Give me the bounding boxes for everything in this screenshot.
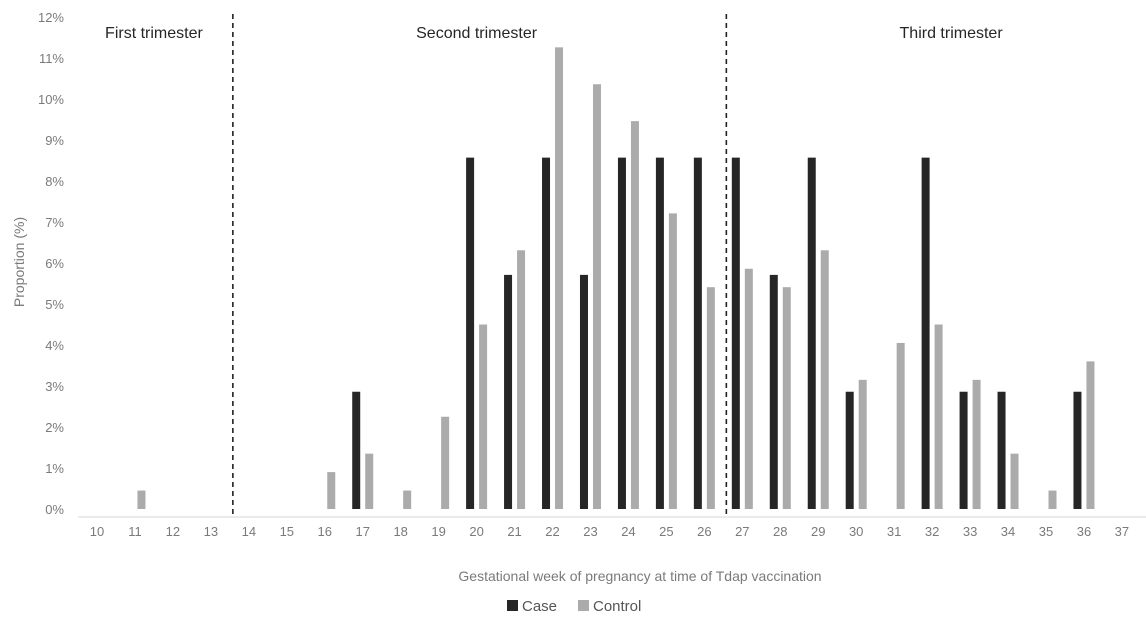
bar-case-week-22 [542,157,551,509]
x-tick-label: 15 [280,524,294,539]
legend-swatch-case [507,600,518,611]
trimester-labels: First trimester Second trimester Third tri… [105,25,1003,42]
bar-control-week-25 [668,213,677,509]
y-tick-label: 11% [39,51,64,66]
bar-case-week-24 [617,157,626,509]
bar-control-week-30 [858,379,867,509]
trimester-dividers [232,14,728,515]
x-tick-label: 10 [90,524,104,539]
x-tick-label: 16 [318,524,332,539]
bar-control-week-21 [517,250,526,510]
bar-case-week-32 [921,157,930,509]
x-tick-label: 22 [545,524,559,539]
y-tick-label: 5% [45,297,64,312]
x-tick-label: 34 [1001,524,1015,539]
y-axis-title: Proportion (%) [11,217,27,307]
x-tick-label: 25 [659,524,673,539]
bar-case-week-34 [997,391,1006,509]
y-tick-label: 0% [45,502,64,517]
bar-control-week-31 [896,342,905,509]
bars [137,47,1095,510]
x-tick-label: 17 [355,524,369,539]
y-tick-label: 4% [45,338,64,353]
x-tick-label: 37 [1115,524,1129,539]
bar-case-week-30 [845,391,854,509]
y-tick-label: 10% [38,92,64,107]
bar-control-week-24 [630,121,639,509]
y-tick-label: 3% [45,379,64,394]
y-tick-label: 2% [45,420,64,435]
bar-control-week-34 [1010,453,1019,509]
bar-control-week-26 [706,287,715,509]
legend-label-case: Case [522,598,557,615]
bar-control-week-29 [820,250,829,510]
x-tick-label: 29 [811,524,825,539]
bar-control-week-23 [592,84,601,510]
x-tick-label: 20 [469,524,483,539]
trimester-label: Third trimester [900,25,1004,42]
trimester-label: Second trimester [416,25,538,42]
x-tick-label: 12 [166,524,180,539]
bar-control-week-18 [403,490,412,509]
legend-swatch-control [578,600,589,611]
trimester-label: First trimester [105,25,203,42]
x-tick-label: 27 [735,524,749,539]
bar-case-week-28 [769,274,778,509]
bar-case-week-21 [504,274,513,509]
y-axis-ticks: 0% 1% 2% 3% 4% 5% 6% 7% 8% 9% 10% 11% 12% [38,10,64,517]
bar-control-week-19 [441,416,450,509]
bar-control-week-16 [327,472,336,509]
x-tick-label: 32 [925,524,939,539]
y-tick-label: 7% [45,215,64,230]
x-tick-label: 31 [887,524,901,539]
x-tick-label: 28 [773,524,787,539]
bar-case-week-33 [959,391,968,509]
bar-control-week-36 [1086,361,1095,509]
bar-control-week-22 [555,47,564,510]
bar-case-week-25 [655,157,664,509]
bar-control-week-28 [782,287,791,509]
y-tick-label: 6% [45,256,64,271]
x-tick-label: 19 [431,524,445,539]
y-tick-label: 8% [45,174,64,189]
bar-control-week-17 [365,453,374,509]
y-tick-label: 12% [38,10,64,25]
x-tick-label: 24 [621,524,635,539]
bar-control-week-35 [1048,490,1057,509]
x-tick-label: 21 [507,524,521,539]
x-tick-label: 11 [128,524,142,539]
bar-case-week-23 [579,274,588,509]
bar-case-week-20 [466,157,475,509]
x-tick-label: 23 [583,524,597,539]
bar-case-week-26 [693,157,702,509]
bar-control-week-20 [479,324,488,509]
x-axis-title: Gestational week of pregnancy at time of… [458,568,821,584]
bar-control-week-32 [934,324,943,509]
legend-label-control: Control [593,598,641,615]
bar-case-week-17 [352,391,361,509]
bar-case-week-29 [807,157,816,509]
x-tick-label: 36 [1077,524,1091,539]
legend: Case Control [507,598,641,615]
x-tick-label: 30 [849,524,863,539]
x-tick-label: 13 [204,524,218,539]
y-tick-label: 9% [45,133,64,148]
x-tick-label: 35 [1039,524,1053,539]
y-tick-label: 1% [45,461,64,476]
x-tick-label: 14 [242,524,256,539]
bar-control-week-11 [137,490,146,509]
x-tick-label: 18 [393,524,407,539]
x-tick-label: 33 [963,524,977,539]
x-axis-ticks: 10 11 12 13 14 15 16 17 18 19 20 21 22 23 24 25 26 27 28 29… [90,524,1129,539]
bar-control-week-27 [744,268,753,509]
bar-control-week-33 [972,379,981,509]
x-tick-label: 26 [697,524,711,539]
bar-case-week-36 [1073,391,1082,509]
bar-case-week-27 [731,157,740,509]
